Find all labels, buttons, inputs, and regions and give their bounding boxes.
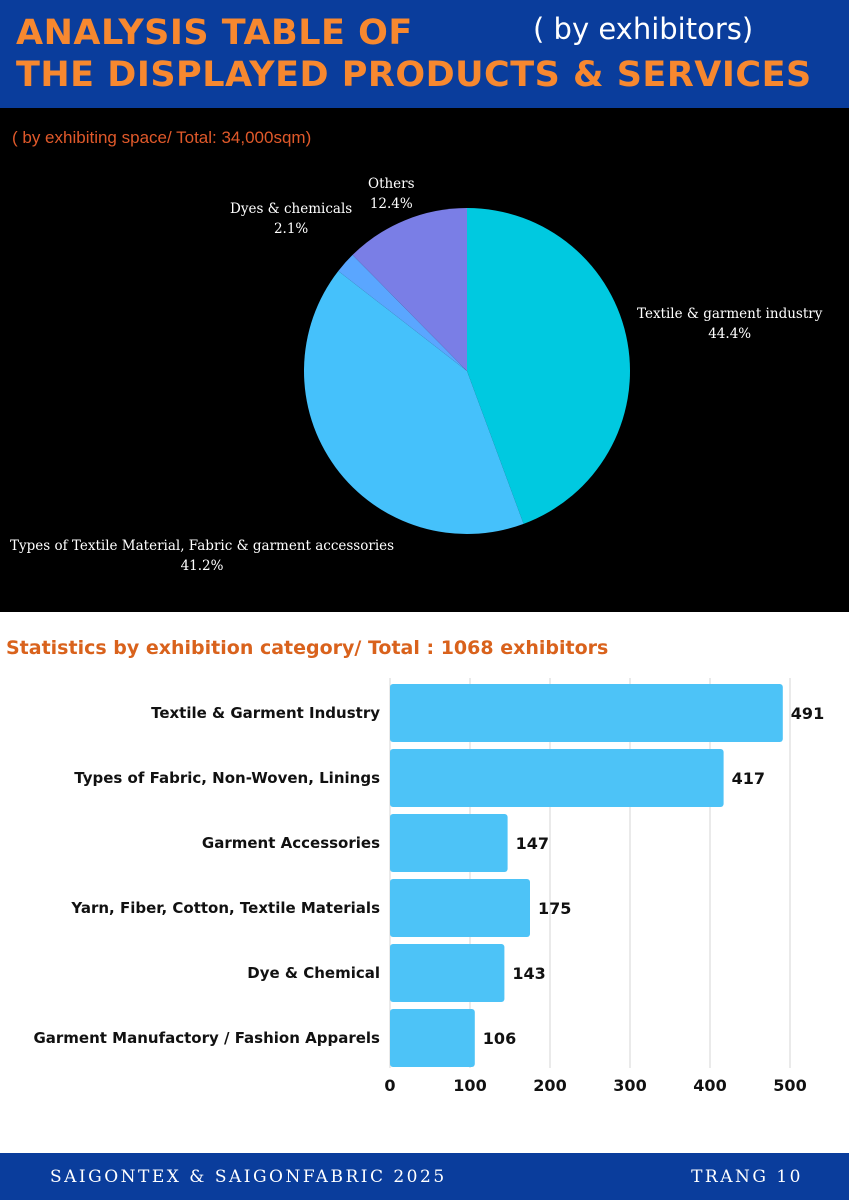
x-tick-label: 0 [384, 1076, 395, 1095]
bar-garment-manufactory-fashion-apparels [390, 1009, 475, 1067]
bar-textile-garment-industry [390, 684, 783, 742]
value-label: 417 [732, 769, 765, 788]
x-tick-label: 200 [533, 1076, 566, 1095]
page-title-line-2: THE DISPLAYED PRODUCTS & SERVICES [16, 55, 812, 95]
pie-slice-types-of-textile-material-fabric-garment-accessories [304, 270, 524, 534]
x-tick-label: 300 [613, 1076, 646, 1095]
category-label: Types of Fabric, Non-Woven, Linings [74, 769, 380, 787]
value-label: 491 [791, 704, 824, 723]
pie-label-name: Types of Textile Material, Fabric & garm… [10, 538, 395, 554]
pie-label-value: 44.4% [708, 326, 752, 342]
header-banner: ANALYSIS TABLE OF THE DISPLAYED PRODUCTS… [0, 0, 849, 108]
pie-label-textile-material-fabric: Types of Textile Material, Fabric & garm… [10, 536, 394, 576]
page-title-line-1: ANALYSIS TABLE OF [16, 13, 413, 53]
category-label: Yarn, Fiber, Cotton, Textile Materials [70, 899, 380, 917]
pie-label-others: Others 12.4% [368, 174, 415, 214]
category-label: Dye & Chemical [247, 964, 380, 982]
footer-event-name: SAIGONTEX & SAIGONFABRIC 2025 [50, 1167, 447, 1187]
pie-label-dyes-chemicals: Dyes & chemicals 2.1% [230, 199, 352, 239]
footer-bar: SAIGONTEX & SAIGONFABRIC 2025 TRANG 10 [0, 1153, 849, 1200]
x-tick-label: 500 [773, 1076, 806, 1095]
pie-chart-subtitle: ( by exhibiting space/ Total: 34,000sqm) [12, 128, 312, 147]
category-label: Garment Manufactory / Fashion Apparels [33, 1029, 380, 1047]
value-label: 147 [516, 834, 549, 853]
x-tick-label: 100 [453, 1076, 486, 1095]
bar-chart-title: Statistics by exhibition category/ Total… [6, 637, 609, 659]
value-label: 106 [483, 1029, 516, 1048]
pie-label-value: 12.4% [369, 196, 413, 212]
pie-label-name: Others [368, 176, 415, 192]
pie-slice-others [352, 208, 467, 371]
pie-label-value: 41.2% [180, 558, 224, 574]
bar-dye-chemical [390, 944, 505, 1002]
pie-chart-panel: ( by exhibiting space/ Total: 34,000sqm)… [0, 108, 849, 612]
bar-types-of-fabric-non-woven-linings [390, 749, 724, 807]
footer-page-number: TRANG 10 [691, 1167, 803, 1187]
bar-yarn-fiber-cotton-textile-materials [390, 879, 530, 937]
value-label: 175 [538, 899, 571, 918]
pie-label-name: Dyes & chemicals [230, 201, 353, 217]
value-label: 143 [512, 964, 545, 983]
bar-garment-accessories [390, 814, 508, 872]
pie-label-name: Textile & garment industry [637, 306, 823, 322]
pie-chart [304, 208, 631, 534]
pie-label-textile-garment-industry: Textile & garment industry 44.4% [637, 304, 822, 344]
pie-slice-dyes-chemicals [338, 254, 467, 371]
category-label: Garment Accessories [202, 834, 380, 852]
pie-slice-textile-garment-industry [467, 208, 631, 524]
pie-label-value: 2.1% [273, 221, 309, 237]
page-subtitle: ( by exhibitors) [533, 12, 754, 46]
x-tick-label: 400 [693, 1076, 726, 1095]
category-label: Textile & Garment Industry [151, 704, 380, 722]
bar-chart: Textile & Garment Industry 491 Types of Fa… [33, 678, 824, 1095]
